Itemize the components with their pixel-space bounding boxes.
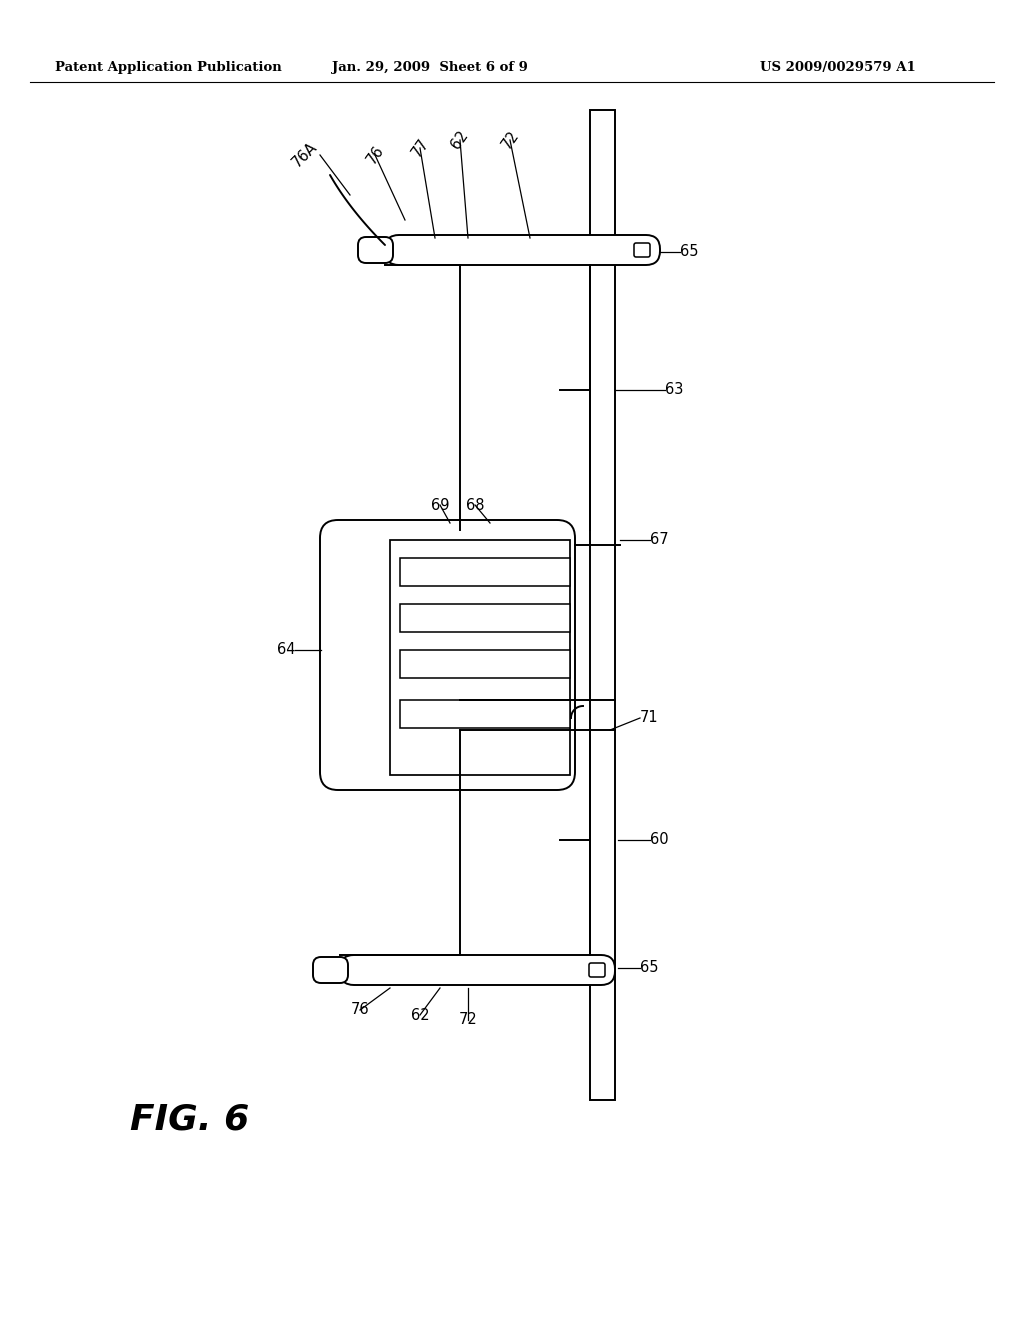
Text: 76: 76 — [364, 143, 386, 166]
Text: 72: 72 — [499, 128, 521, 152]
Text: FIG. 6: FIG. 6 — [130, 1104, 250, 1137]
Text: 72: 72 — [459, 1012, 477, 1027]
Text: 60: 60 — [650, 833, 669, 847]
Bar — [400, 558, 570, 586]
Bar — [400, 649, 570, 678]
Text: Jan. 29, 2009  Sheet 6 of 9: Jan. 29, 2009 Sheet 6 of 9 — [332, 62, 528, 74]
Bar — [400, 605, 570, 632]
Text: 63: 63 — [665, 383, 683, 397]
FancyBboxPatch shape — [319, 520, 575, 789]
Text: 64: 64 — [276, 643, 295, 657]
FancyBboxPatch shape — [358, 238, 393, 263]
Text: 62: 62 — [411, 1007, 429, 1023]
Text: 67: 67 — [650, 532, 669, 548]
Text: 76A: 76A — [289, 140, 319, 170]
Text: 77: 77 — [409, 136, 431, 160]
Text: Patent Application Publication: Patent Application Publication — [55, 62, 282, 74]
Bar — [590, 110, 615, 1100]
FancyBboxPatch shape — [313, 957, 348, 983]
Text: 69: 69 — [431, 498, 450, 512]
Text: US 2009/0029579 A1: US 2009/0029579 A1 — [760, 62, 915, 74]
FancyBboxPatch shape — [634, 243, 650, 257]
Text: 68: 68 — [466, 498, 484, 512]
Text: 76: 76 — [350, 1002, 370, 1018]
FancyBboxPatch shape — [385, 235, 660, 265]
FancyBboxPatch shape — [340, 954, 615, 985]
Text: 71: 71 — [640, 710, 658, 726]
Text: 65: 65 — [680, 244, 698, 260]
Text: 62: 62 — [449, 128, 471, 152]
FancyBboxPatch shape — [589, 964, 605, 977]
Text: 65: 65 — [640, 961, 658, 975]
Bar — [390, 540, 570, 775]
Bar — [400, 700, 570, 729]
